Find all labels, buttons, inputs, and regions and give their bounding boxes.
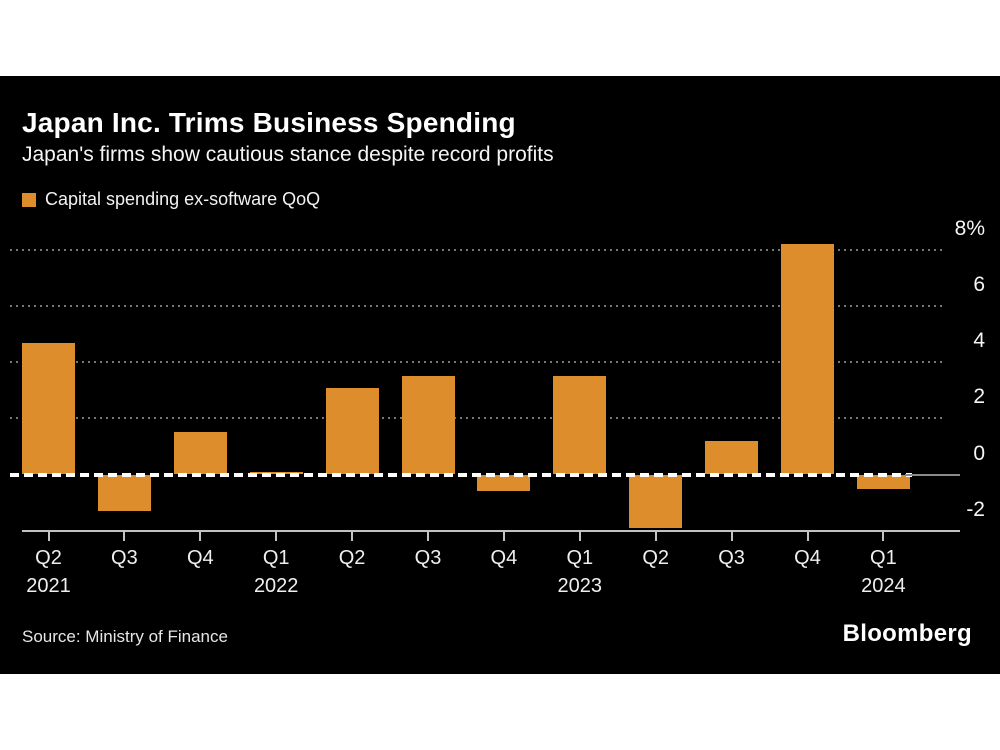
x-tick-label: Q2 bbox=[338, 546, 366, 569]
x-axis-tick bbox=[806, 531, 809, 541]
x-axis-tick bbox=[199, 531, 202, 541]
x-tick-label: Q4 bbox=[490, 546, 518, 569]
x-axis-tick bbox=[427, 531, 429, 541]
x-tick-label: Q4 bbox=[186, 546, 214, 569]
x-tick-label: Q1 bbox=[262, 546, 290, 569]
bar-Q3-5 bbox=[401, 376, 455, 475]
source-note: Source: Ministry of Finance bbox=[22, 627, 228, 646]
bar-Q4-10 bbox=[781, 244, 834, 475]
x-tick-label: Q2 bbox=[35, 546, 62, 569]
plot-area: 8% 6 4 2 0 -2 Q2 Q3 Q4 Q1 Q2 Q3 Q4 Q1 Q2 Q3 Q4 Q1 2021 2022… bbox=[0, 76, 1000, 674]
x-axis-tick bbox=[275, 531, 278, 541]
legend-swatch-icon bbox=[22, 192, 36, 207]
chart-subtitle: Japan's firms show cautious stance despi… bbox=[22, 143, 554, 166]
x-year-label: 2021 bbox=[26, 574, 71, 597]
bar-Q4-6 bbox=[477, 474, 531, 492]
gridline-6 bbox=[10, 305, 945, 308]
bar-Q2-8 bbox=[629, 474, 683, 528]
zero-baseline bbox=[10, 472, 912, 477]
bar-Q2-0 bbox=[22, 342, 75, 475]
x-axis-tick bbox=[654, 531, 657, 541]
legend-label: Capital spending ex-software QoQ bbox=[45, 189, 321, 209]
gridline-4 bbox=[10, 361, 945, 364]
bar-Q4-2 bbox=[173, 432, 227, 475]
bloomberg-logo: Bloomberg bbox=[842, 620, 972, 647]
x-axis-tick bbox=[730, 531, 733, 541]
x-year-label: 2023 bbox=[557, 574, 603, 597]
y-tick-label: 0 bbox=[973, 441, 985, 465]
gridline-2 bbox=[10, 417, 945, 420]
x-year-label: 2024 bbox=[861, 574, 906, 597]
x-axis-tick bbox=[47, 531, 50, 541]
x-axis-tick bbox=[351, 531, 354, 541]
x-tick-label: Q3 bbox=[111, 546, 138, 569]
y-tick-label: 4 bbox=[973, 329, 985, 353]
y-tick-label: 8% bbox=[954, 217, 985, 241]
x-axis-line bbox=[22, 529, 960, 532]
x-tick-label: Q2 bbox=[642, 546, 670, 569]
x-tick-label: Q1 bbox=[870, 546, 897, 569]
bar-Q1-11 bbox=[856, 474, 910, 489]
chart-title: Japan Inc. Trims Business Spending bbox=[22, 107, 516, 138]
x-year-label: 2022 bbox=[253, 574, 299, 597]
y-tick-label: -2 bbox=[966, 497, 985, 521]
x-tick-label: Q4 bbox=[794, 546, 821, 569]
x-tick-label: Q3 bbox=[414, 546, 442, 569]
bar-Q3-9 bbox=[705, 440, 759, 475]
bar-Q1-7 bbox=[553, 376, 607, 475]
zero-baseline-extension bbox=[905, 473, 960, 476]
x-tick-label: Q1 bbox=[566, 546, 594, 569]
bar-Q3-1 bbox=[97, 474, 151, 511]
y-tick-label: 2 bbox=[973, 385, 985, 409]
x-tick-label: Q3 bbox=[718, 546, 745, 569]
chart-legend: Capital spending ex-software QoQ bbox=[22, 189, 320, 210]
x-axis-tick bbox=[502, 531, 505, 541]
x-axis-tick bbox=[578, 531, 581, 541]
chart-panel: Japan Inc. Trims Business Spending Japan… bbox=[0, 76, 1000, 674]
x-axis-tick bbox=[882, 531, 885, 541]
x-axis-tick bbox=[123, 531, 126, 541]
gridline-8% bbox=[10, 249, 945, 252]
bar-Q2-4 bbox=[325, 387, 379, 475]
y-tick-label: 6 bbox=[973, 273, 985, 297]
